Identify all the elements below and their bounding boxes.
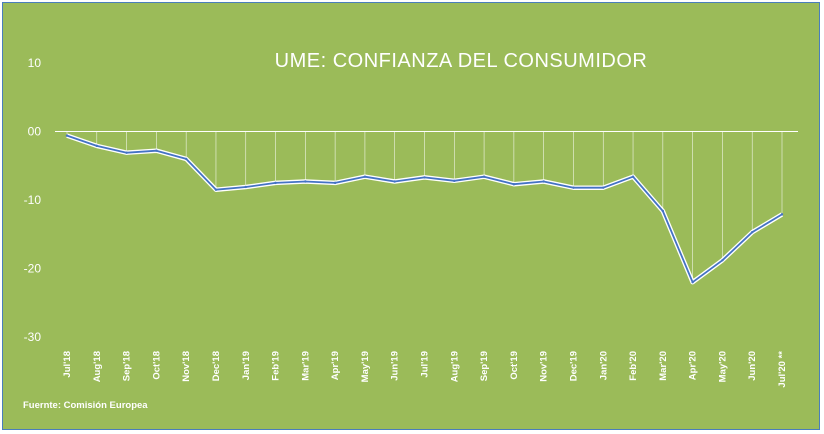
x-tick-label: Jul'20 ** [777, 351, 788, 388]
data-point [274, 181, 277, 185]
data-point [304, 180, 307, 183]
data-point [393, 180, 396, 183]
data-point [542, 180, 545, 183]
x-tick-label: Jul'19 [420, 351, 431, 378]
x-tick-label: Jul'18 [62, 351, 73, 378]
data-point [661, 209, 665, 213]
y-tick-label: 00 [28, 125, 42, 139]
x-tick-label: Mar'20 [658, 351, 669, 381]
data-point [184, 157, 188, 161]
data-point [572, 186, 575, 189]
x-tick-label: Feb'19 [271, 351, 282, 381]
x-tick-label: Sep'19 [479, 351, 490, 381]
data-point [721, 259, 724, 262]
data-point [244, 185, 247, 189]
drop-lines [66, 131, 783, 283]
y-tick-label: 10 [28, 56, 42, 70]
x-tick-label: Aug'18 [92, 351, 103, 382]
line-chart: UME: CONFIANZA DEL CONSUMIDOR 10 00 -10 -20… [23, 50, 798, 411]
x-tick-label: Nov'19 [539, 351, 550, 382]
x-tick-label: Jan'20 [598, 351, 609, 380]
x-tick-label: Dec'18 [211, 351, 222, 381]
data-point [512, 183, 516, 186]
data-point [602, 186, 605, 189]
x-axis: Jul'18 Aug'18 Sep'18 Oct'18 Nov'18 Dec'18 Jan'… [62, 351, 788, 388]
data-point [482, 175, 486, 178]
data-point [780, 213, 784, 216]
source-note: Fuernte: Comisión Europea [23, 400, 148, 411]
x-tick-label: May'19 [360, 351, 371, 382]
data-point [214, 188, 218, 191]
x-tick-label: Sep'18 [122, 351, 133, 381]
data-point [363, 175, 367, 178]
data-point [751, 230, 754, 234]
x-tick-label: Jun'20 [747, 351, 758, 381]
data-point [691, 281, 694, 284]
data-point [631, 175, 635, 178]
x-tick-label: Oct'19 [509, 351, 520, 380]
data-point [95, 144, 98, 148]
x-tick-label: Apr'19 [330, 351, 341, 380]
x-tick-label: Feb'20 [628, 351, 639, 381]
data-point [423, 176, 426, 179]
x-tick-label: Mar'19 [300, 351, 311, 381]
data-point [65, 134, 69, 137]
data-point [333, 181, 337, 185]
series-line [65, 133, 784, 285]
data-point [155, 149, 158, 152]
y-axis: 10 00 -10 -20 -30 [24, 56, 42, 344]
chart-frame: UME: CONFIANZA DEL CONSUMIDOR 10 00 -10 -20… [2, 2, 820, 430]
x-tick-label: Aug'19 [449, 351, 460, 382]
x-tick-label: Oct'18 [151, 351, 162, 380]
x-tick-label: May'20 [717, 351, 728, 382]
data-point [125, 151, 128, 154]
y-tick-label: -30 [24, 330, 42, 344]
y-tick-label: -20 [24, 262, 42, 276]
chart-title: UME: CONFIANZA DEL CONSUMIDOR [275, 50, 648, 72]
data-point [453, 179, 456, 183]
x-tick-label: Nov'18 [181, 351, 192, 382]
x-tick-label: Jun'19 [390, 351, 401, 381]
x-tick-label: Apr'20 [688, 351, 699, 380]
x-tick-label: Jan'19 [241, 351, 252, 380]
y-tick-label: -10 [24, 193, 42, 207]
x-tick-label: Dec'19 [568, 351, 579, 381]
